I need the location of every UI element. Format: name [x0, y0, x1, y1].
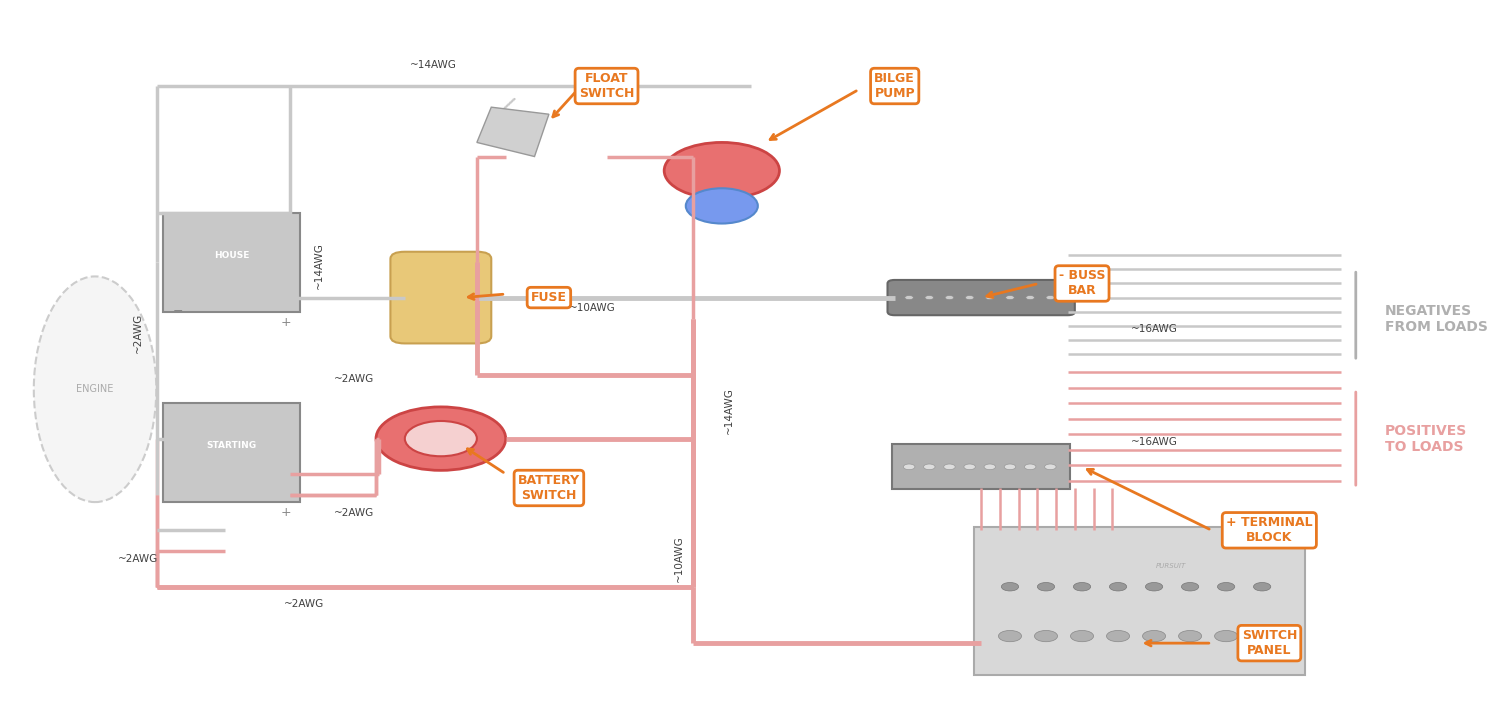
Circle shape: [1071, 630, 1094, 641]
Text: −: −: [172, 305, 183, 318]
Circle shape: [664, 142, 780, 199]
FancyBboxPatch shape: [888, 280, 1076, 315]
Circle shape: [1107, 630, 1130, 641]
Text: SWITCH
PANEL: SWITCH PANEL: [1242, 629, 1298, 657]
FancyBboxPatch shape: [164, 213, 300, 312]
Circle shape: [924, 464, 934, 469]
Circle shape: [1182, 583, 1198, 591]
Text: ~2AWG: ~2AWG: [118, 554, 159, 564]
Text: - BUSS
BAR: - BUSS BAR: [1059, 270, 1106, 297]
Text: ~14AWG: ~14AWG: [410, 60, 458, 70]
Text: ~16AWG: ~16AWG: [1131, 324, 1178, 334]
Text: ENGINE: ENGINE: [76, 384, 114, 394]
Text: ~10AWG: ~10AWG: [674, 535, 684, 582]
Circle shape: [964, 464, 975, 469]
Circle shape: [1215, 630, 1237, 641]
Circle shape: [1035, 630, 1058, 641]
Circle shape: [1004, 464, 1016, 469]
Text: /: /: [495, 93, 516, 122]
Text: HOUSE: HOUSE: [214, 251, 249, 260]
FancyBboxPatch shape: [892, 444, 1071, 489]
Circle shape: [405, 421, 477, 456]
Text: ~10AWG: ~10AWG: [568, 303, 615, 313]
Text: + TERMINAL
BLOCK: + TERMINAL BLOCK: [1226, 516, 1312, 544]
FancyBboxPatch shape: [974, 527, 1305, 675]
Ellipse shape: [34, 276, 156, 502]
Circle shape: [984, 464, 996, 469]
Circle shape: [686, 188, 758, 224]
Text: NEGATIVES
FROM LOADS: NEGATIVES FROM LOADS: [1384, 304, 1488, 334]
Text: +: +: [280, 316, 291, 329]
Text: ~16AWG: ~16AWG: [1131, 437, 1178, 447]
Circle shape: [903, 464, 915, 469]
Circle shape: [1110, 583, 1126, 591]
Circle shape: [1218, 583, 1234, 591]
Text: ~14AWG: ~14AWG: [314, 242, 324, 290]
Circle shape: [1251, 630, 1274, 641]
Text: PURSUIT: PURSUIT: [1156, 563, 1186, 569]
Circle shape: [1002, 583, 1019, 591]
Circle shape: [1038, 583, 1054, 591]
Circle shape: [986, 295, 994, 299]
Text: FLOAT
SWITCH: FLOAT SWITCH: [579, 72, 634, 100]
Circle shape: [1026, 295, 1035, 299]
Circle shape: [966, 295, 974, 299]
Circle shape: [1254, 583, 1270, 591]
Circle shape: [1179, 630, 1202, 641]
Text: −: −: [172, 496, 183, 508]
FancyBboxPatch shape: [390, 252, 492, 343]
Text: ~2AWG: ~2AWG: [334, 508, 375, 518]
Text: STARTING: STARTING: [207, 441, 256, 450]
Circle shape: [944, 464, 956, 469]
Circle shape: [1005, 295, 1014, 299]
Text: BATTERY
SWITCH: BATTERY SWITCH: [518, 474, 580, 502]
Text: POSITIVES
TO LOADS: POSITIVES TO LOADS: [1384, 423, 1467, 454]
Circle shape: [1044, 464, 1056, 469]
Circle shape: [904, 295, 914, 299]
Text: ~14AWG: ~14AWG: [724, 387, 734, 434]
Polygon shape: [477, 107, 549, 156]
Circle shape: [1146, 583, 1162, 591]
Circle shape: [1024, 464, 1036, 469]
Circle shape: [1074, 583, 1090, 591]
Circle shape: [1046, 295, 1054, 299]
Circle shape: [945, 295, 954, 299]
Circle shape: [926, 295, 933, 299]
Circle shape: [376, 407, 506, 470]
Text: ~2AWG: ~2AWG: [334, 374, 375, 384]
Text: +: +: [280, 506, 291, 519]
Circle shape: [999, 630, 1022, 641]
FancyBboxPatch shape: [164, 404, 300, 502]
Circle shape: [1143, 630, 1166, 641]
Text: ~2AWG: ~2AWG: [284, 600, 324, 610]
Text: ~2AWG: ~2AWG: [134, 313, 144, 353]
Text: FUSE: FUSE: [531, 291, 567, 304]
Text: BILGE
PUMP: BILGE PUMP: [874, 72, 915, 100]
